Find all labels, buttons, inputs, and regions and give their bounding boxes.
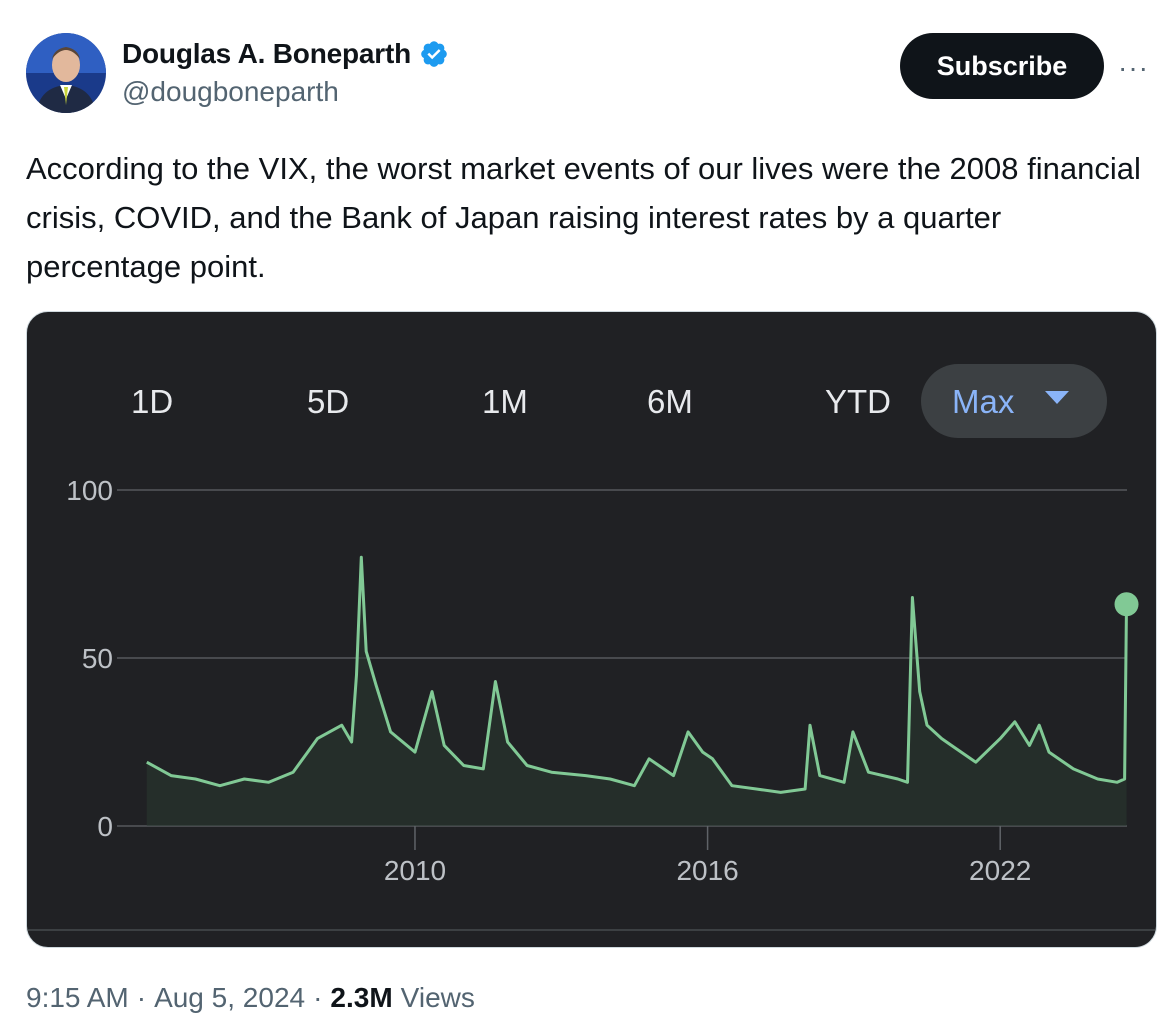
range-tab-1m[interactable]: 1M [482, 383, 528, 420]
x-tick-label: 2010 [384, 855, 446, 886]
x-tick-label: 2016 [676, 855, 738, 886]
meta-separator: · [313, 982, 323, 1013]
range-tab-max-label: Max [952, 383, 1015, 420]
author-avatar[interactable] [26, 33, 106, 113]
verified-badge-icon [421, 41, 447, 67]
series-line-vix [146, 555, 1128, 794]
range-tab-5d[interactable]: 5D [307, 383, 349, 420]
range-tab-max[interactable] [921, 364, 1107, 438]
range-tab-6m[interactable]: 6M [647, 383, 693, 420]
meta-separator: · [136, 982, 147, 1013]
tweet-meta: 9:15 AM · Aug 5, 2024 · 2.3M Views [26, 982, 475, 1014]
tweet-date[interactable]: Aug 5, 2024 [154, 982, 306, 1013]
x-axis-labels: 2010 2016 2022 [384, 826, 1031, 886]
more-horizontal-icon[interactable]: ··· [1118, 52, 1149, 83]
x-tick-label: 2022 [969, 855, 1031, 886]
tweet-media-chart[interactable]: 1D 5D 1M 6M YTD Max 100 50 0 2010 2016 2022 [26, 311, 1157, 948]
range-tabs: 1D 5D 1M 6M YTD [131, 383, 891, 420]
avatar-image [26, 33, 106, 113]
series-area [146, 557, 1127, 826]
tweet-text: According to the VIX, the worst market e… [26, 151, 1141, 284]
y-tick-label: 0 [97, 811, 113, 842]
y-tick-label: 50 [82, 643, 113, 674]
last-point-marker [1114, 592, 1139, 617]
views-label: Views [400, 982, 475, 1013]
subscribe-button[interactable]: Subscribe [900, 33, 1104, 99]
y-axis-labels: 100 50 0 [66, 475, 113, 842]
y-tick-label: 100 [66, 475, 113, 506]
range-tab-ytd[interactable]: YTD [825, 383, 891, 420]
author-handle[interactable]: @dougboneparth [122, 76, 339, 107]
views-count: 2.3M [330, 982, 393, 1013]
vix-chart: 1D 5D 1M 6M YTD Max 100 50 0 2010 2016 2022 [27, 364, 1156, 931]
caret-down-icon [1045, 391, 1069, 404]
author-name-row: Douglas A. Boneparth [122, 38, 449, 70]
range-tab-1d[interactable]: 1D [131, 383, 173, 420]
author-name[interactable]: Douglas A. Boneparth [122, 38, 411, 69]
tweet-time[interactable]: 9:15 AM [26, 982, 129, 1013]
